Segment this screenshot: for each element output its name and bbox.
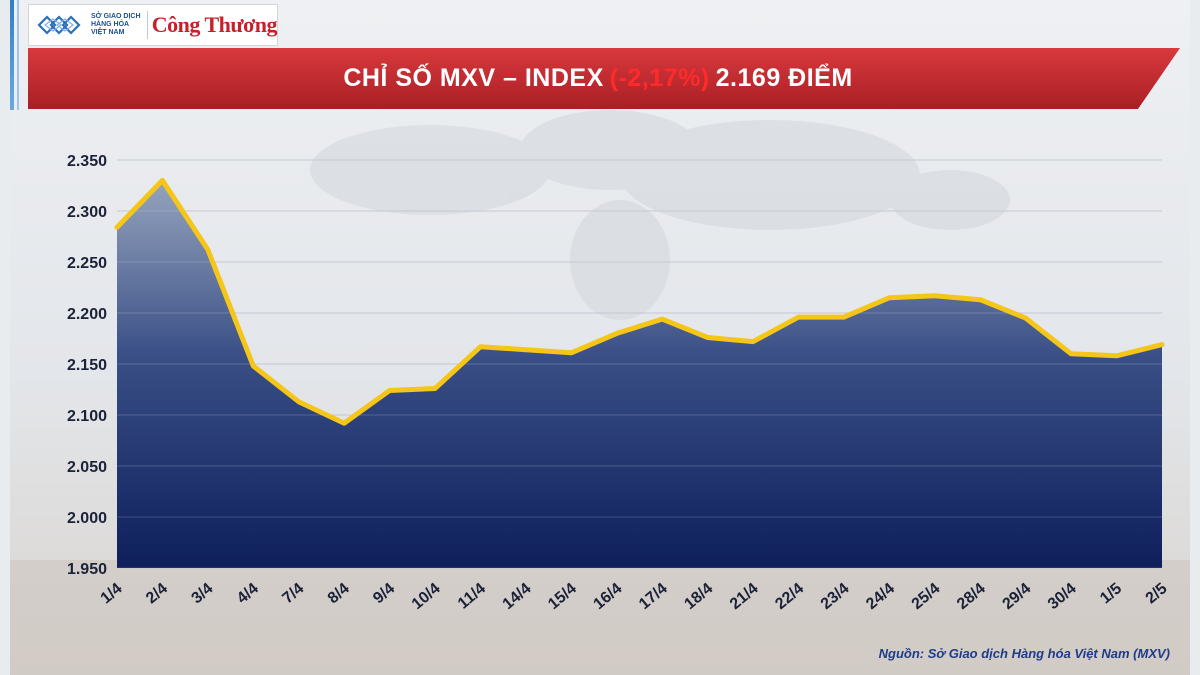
x-tick-label: 11/4 [455, 580, 489, 613]
chart-title: CHỈ SỐ MXV – INDEX (-2,17%) 2.169 ĐIỂM [28, 48, 1168, 109]
source-note: Nguồn: Sở Giao dịch Hàng hóa Việt Nam (M… [878, 646, 1170, 661]
y-tick-label: 2.300 [67, 204, 107, 221]
x-tick-label: 14/4 [500, 580, 535, 613]
title-banner: CHỈ SỐ MXV – INDEX (-2,17%) 2.169 ĐIỂM [28, 48, 1180, 109]
x-tick-label: 17/4 [636, 580, 671, 613]
title-points: 2.169 ĐIỂM [715, 64, 853, 92]
logo-divider [146, 11, 148, 39]
x-tick-label: 21/4 [727, 580, 762, 613]
grid-lines-over-area [117, 159, 1162, 569]
x-tick-label: 1/4 [98, 580, 126, 607]
x-tick-label: 1/5 [1097, 580, 1125, 607]
x-tick-label: 4/4 [234, 580, 262, 607]
y-tick-label: 2.050 [67, 459, 107, 476]
x-tick-label: 28/4 [954, 580, 989, 613]
x-tick-label: 30/4 [1045, 580, 1080, 613]
x-tick-label: 2/4 [143, 580, 171, 607]
x-tick-label: 16/4 [591, 580, 626, 613]
x-axis-ticks: 1/4 2/4 3/4 4/4 7/4 8/4 9/4 10/4 11/4 14/4 15/4 16/… [98, 580, 1171, 613]
y-tick-label: 2.150 [67, 357, 107, 374]
y-axis-ticks: 1.950 2.000 2.050 2.100 2.150 2.200 2.250 2.300… [67, 153, 107, 578]
x-tick-label: 18/4 [681, 580, 716, 613]
y-tick-label: 2.250 [67, 255, 107, 272]
org-line-1: SỞ GIAO DỊCH [91, 13, 141, 20]
org-line-3: VIỆT NAM [91, 29, 125, 36]
index-area [117, 180, 1162, 568]
x-tick-label: 9/4 [370, 580, 398, 607]
y-tick-label: 2.200 [67, 306, 107, 323]
x-tick-label: 29/4 [999, 580, 1034, 613]
mxv-org-name: SỞ GIAO DỊCH HÀNG HÓA VIỆT NAM [91, 13, 143, 37]
y-tick-label: 2.100 [67, 408, 107, 425]
left-accent-bar [10, 0, 14, 110]
y-tick-label: 2.350 [67, 153, 107, 170]
left-accent-line [17, 0, 19, 110]
y-tick-label: 2.000 [67, 510, 107, 527]
background-map [10, 110, 1190, 675]
chart-frame: SỞ GIAO DỊCH HÀNG HÓA VIỆT NAM Công Thươ… [10, 0, 1190, 675]
x-tick-label: 2/5 [1143, 580, 1171, 607]
x-tick-label: 24/4 [863, 580, 898, 613]
banner-shape [28, 48, 1180, 109]
x-tick-label: 10/4 [409, 580, 444, 613]
header-logo: SỞ GIAO DỊCH HÀNG HÓA VIỆT NAM Công Thươ… [28, 4, 278, 46]
x-tick-label: 15/4 [545, 580, 580, 613]
x-tick-label: 3/4 [188, 580, 216, 607]
x-tick-label: 8/4 [325, 580, 353, 607]
title-change-pct: (-2,17%) [609, 64, 710, 92]
cong-thuong-logo: Công Thương [151, 12, 278, 37]
title-prefix: CHỈ SỐ MXV – INDEX [343, 64, 604, 92]
mxv-logo-icon [35, 10, 87, 40]
index-line [114, 177, 1165, 426]
mxv-index-chart: 1.950 2.000 2.050 2.100 2.150 2.200 2.250 2.300… [67, 153, 1171, 613]
x-tick-label: 7/4 [279, 580, 307, 607]
x-tick-label: 25/4 [909, 580, 944, 613]
x-tick-label: 22/4 [772, 580, 807, 613]
org-line-2: HÀNG HÓA [91, 21, 130, 28]
x-tick-label: 23/4 [818, 580, 853, 613]
y-tick-label: 1.950 [67, 561, 107, 578]
